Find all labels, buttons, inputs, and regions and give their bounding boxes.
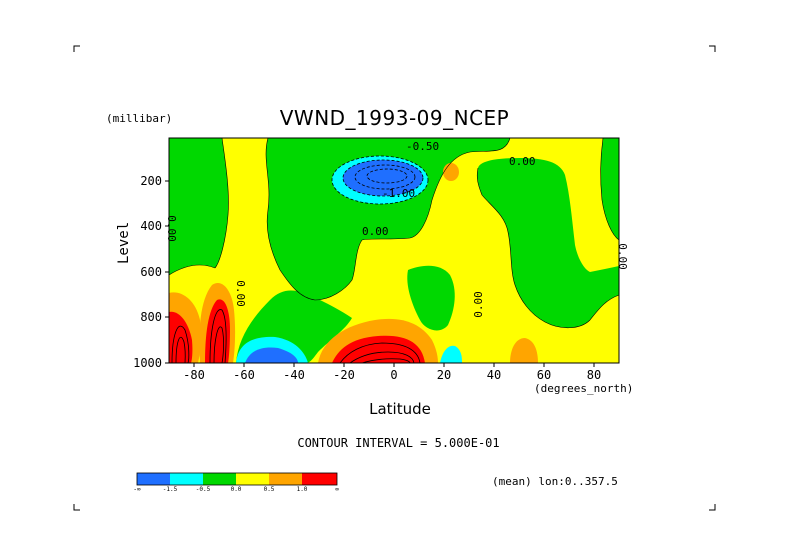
- y-tick-label: 1000: [133, 356, 162, 370]
- contour-label: 0.00: [509, 155, 536, 168]
- x-tick-label: 0: [390, 368, 398, 382]
- contour-label: 0.00: [615, 243, 629, 270]
- colorbar: [136, 472, 338, 486]
- colorbar-swatch-orange: [269, 473, 302, 485]
- x-tick-label: -20: [333, 368, 355, 382]
- colorbar-swatch-red: [302, 473, 337, 485]
- contour-label: 0.00: [362, 225, 389, 238]
- chart-title: VWND_1993-09_NCEP: [279, 106, 510, 130]
- field-green-right: [477, 158, 619, 328]
- plot-area: [136, 137, 620, 486]
- colorbar-frame: [136, 472, 338, 486]
- jet-contours: [331, 155, 429, 205]
- contour-label: -1.00: [382, 187, 416, 200]
- x-tick-label: -60: [233, 368, 255, 382]
- x-axis-units: (degrees_north): [534, 382, 634, 395]
- colorbar-label: ∞: [335, 486, 339, 493]
- field-green-island: [407, 265, 455, 331]
- y-tick-label: 200: [140, 174, 162, 188]
- crop-marks: [73, 45, 716, 511]
- colorbar-label: -∞: [133, 486, 141, 493]
- x-tick-label: 60: [536, 368, 552, 382]
- colorbar-label: -1.5: [162, 486, 178, 493]
- colorbar-label: 1.0: [296, 486, 308, 493]
- y-tick-label: 600: [140, 265, 162, 279]
- field-green-mid: [266, 138, 510, 300]
- y-tick-label: 800: [140, 310, 162, 324]
- zero-contours: [168, 137, 620, 329]
- colorbar-label: 0.0: [230, 486, 242, 493]
- field-blue-low: [245, 347, 298, 363]
- field-cyan-small: [440, 345, 462, 363]
- colorbar-label: 0.5: [263, 486, 275, 493]
- footer-mean-text: (mean) lon:0..357.5: [492, 475, 618, 488]
- contour-label: -0.50: [406, 140, 440, 153]
- contour-label: 0.00: [471, 291, 485, 318]
- colorbar-swatch-yellow: [236, 473, 269, 485]
- left-contours: [171, 309, 227, 364]
- colorbar-swatch-blue: [137, 473, 170, 485]
- y-axis-units: (millibar): [106, 112, 173, 125]
- x-axis-label: Latitude: [369, 400, 431, 418]
- axis-ticks: [165, 180, 595, 367]
- field-red-center: [332, 335, 425, 363]
- contour-interval-text: CONTOUR INTERVAL = 5.000E-01: [297, 436, 500, 450]
- colorbar-label: -0.5: [195, 486, 211, 493]
- contour-label: 0.00: [164, 215, 178, 242]
- field-orange-right: [510, 338, 538, 363]
- x-tick-label: -80: [183, 368, 205, 382]
- center-contours: [339, 342, 421, 364]
- x-tick-label: 80: [586, 368, 602, 382]
- colorbar-swatch-cyan: [170, 473, 203, 485]
- x-tick-label: 40: [486, 368, 502, 382]
- y-tick-label: 400: [140, 219, 162, 233]
- field-orange-small: [443, 163, 459, 181]
- x-tick-label: -40: [283, 368, 305, 382]
- x-tick-label: 20: [436, 368, 452, 382]
- field-green-left: [169, 138, 229, 275]
- contour-label: 0.00: [233, 280, 247, 307]
- colorbar-swatch-green: [203, 473, 236, 485]
